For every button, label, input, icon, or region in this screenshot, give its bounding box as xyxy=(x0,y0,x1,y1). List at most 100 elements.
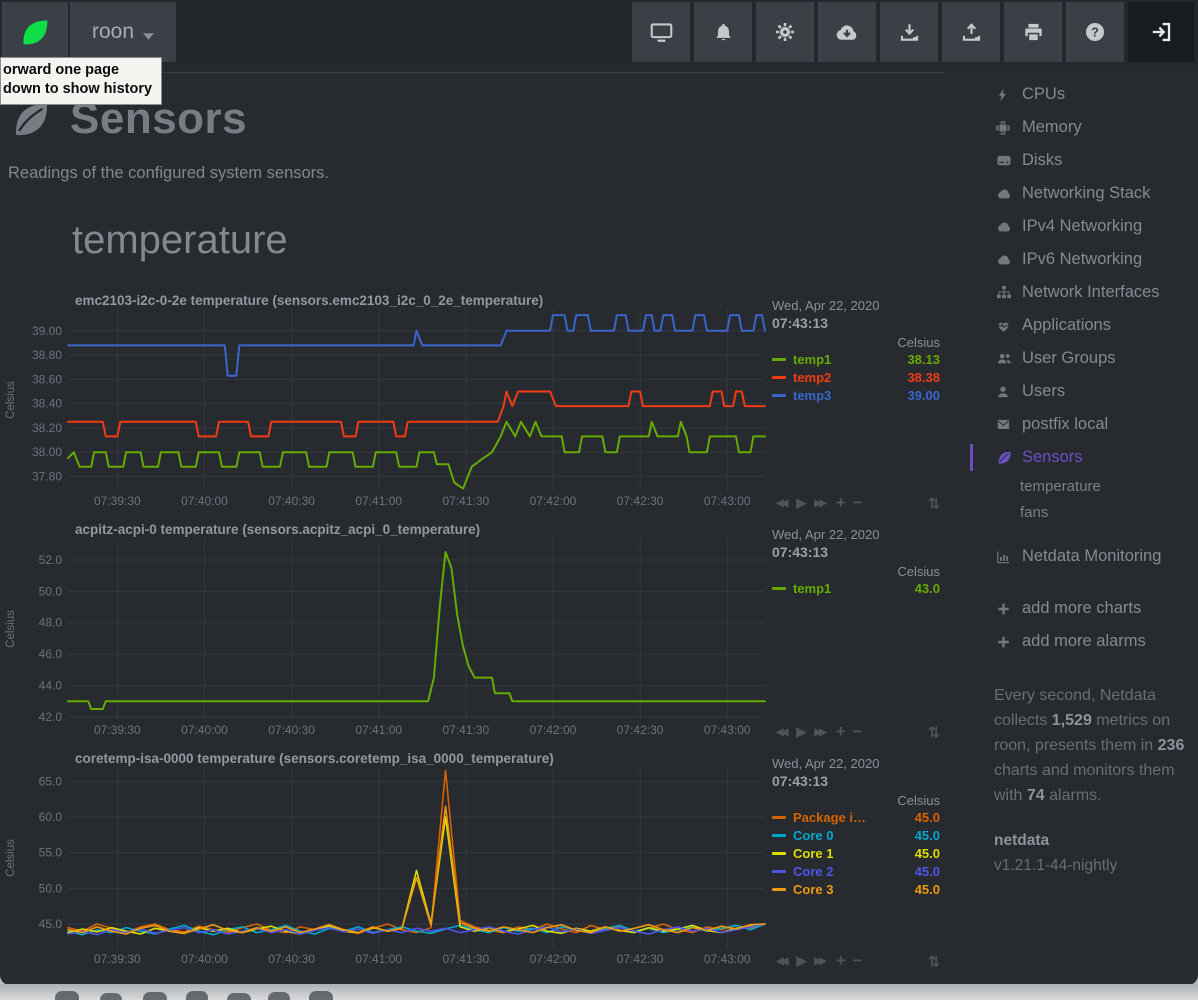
chart-back-button[interactable]: ◀◀ xyxy=(776,498,788,509)
legend-time: 07:43:13 xyxy=(772,315,940,331)
sidebar-item-ipv6-networking[interactable]: IPv6 Networking xyxy=(962,243,1198,276)
svg-text:38.00: 38.00 xyxy=(32,445,62,459)
sidebar-link-add-more-charts[interactable]: add more charts xyxy=(962,592,1198,625)
chart-zoom-out-button[interactable]: − xyxy=(853,493,863,513)
series-color-dash xyxy=(772,394,786,397)
svg-text:38.20: 38.20 xyxy=(32,421,62,435)
chart-zoom-in-button[interactable]: + xyxy=(836,951,846,971)
legend-row-core-2[interactable]: Core 245.0 xyxy=(772,862,940,880)
sitemap-icon xyxy=(996,276,1016,309)
legend-row-temp3[interactable]: temp339.00 xyxy=(772,386,940,404)
svg-text:07:41:00: 07:41:00 xyxy=(355,494,402,508)
legend-row-temp2[interactable]: temp238.38 xyxy=(772,368,940,386)
netdata-logo[interactable] xyxy=(2,2,68,62)
sidebar-item-applications[interactable]: Applications xyxy=(962,309,1198,342)
sidebar-item-networking-stack[interactable]: Networking Stack xyxy=(962,177,1198,210)
chart-zoom-out-button[interactable]: − xyxy=(853,951,863,971)
series-name: Core 3 xyxy=(793,882,915,897)
sidebar-subitem-temperature[interactable]: temperature xyxy=(962,474,1198,500)
sidebar-item-sensors[interactable]: Sensors xyxy=(962,441,1198,474)
series-value: 39.00 xyxy=(907,388,940,403)
series-color-dash xyxy=(772,834,786,837)
chart-resize-handle[interactable]: ⇅ xyxy=(928,724,940,741)
temperature-chart-acpitz[interactable]: 07:39:3007:40:0007:40:3007:41:0007:41:30… xyxy=(0,536,770,744)
sidebar-item-network-interfaces[interactable]: Network Interfaces xyxy=(962,276,1198,309)
settings-gear-icon[interactable] xyxy=(756,2,814,62)
sidebar-item-user-groups[interactable]: User Groups xyxy=(962,342,1198,375)
user-icon xyxy=(996,375,1016,408)
cloud-download-icon[interactable] xyxy=(818,2,876,62)
chart-resize-handle[interactable]: ⇅ xyxy=(928,953,940,970)
legend-row-core-0[interactable]: Core 045.0 xyxy=(772,826,940,844)
svg-text:07:42:00: 07:42:00 xyxy=(530,723,577,737)
legend-row-temp1[interactable]: temp143.0 xyxy=(772,579,940,597)
sidebar-item-ipv4-networking[interactable]: IPv4 Networking xyxy=(962,210,1198,243)
netdata-brand: netdata xyxy=(994,832,1198,850)
chart-zoom-in-button[interactable]: + xyxy=(836,493,846,513)
svg-text:39.00: 39.00 xyxy=(32,324,62,338)
temperature-chart-coretemp[interactable]: 07:39:3007:40:0007:40:3007:41:0007:41:30… xyxy=(0,765,770,973)
chart-legend: Wed, Apr 22, 2020 07:43:13 Celsius Packa… xyxy=(772,756,940,898)
alarms-bell-icon[interactable] xyxy=(694,2,752,62)
sidebar-subitem-fans[interactable]: fans xyxy=(962,500,1198,526)
svg-text:07:40:00: 07:40:00 xyxy=(181,952,228,966)
sign-in-icon[interactable] xyxy=(1128,2,1194,62)
plus-icon xyxy=(996,625,1016,658)
sidebar-item-label: Netdata Monitoring xyxy=(1022,547,1161,565)
sidebar-item-netdata-monitoring[interactable]: Netdata Monitoring xyxy=(962,540,1198,573)
chart-title: acpitz-acpi-0 temperature (sensors.acpit… xyxy=(75,522,480,537)
metrics-summary: Every second, Netdata collects 1,529 met… xyxy=(994,683,1196,808)
hostname-dropdown[interactable]: roon xyxy=(70,2,176,62)
sidebar-item-postfix-local[interactable]: postfix local xyxy=(962,408,1198,441)
chart-title: emc2103-i2c-0-2e temperature (sensors.em… xyxy=(75,293,543,308)
chart-back-button[interactable]: ◀◀ xyxy=(776,727,788,738)
chart-forward-button[interactable]: ▶▶ xyxy=(814,498,826,509)
tooltip-line-2: down to show history xyxy=(3,80,152,99)
series-value: 45.0 xyxy=(915,846,940,861)
svg-text:44.0: 44.0 xyxy=(39,678,63,692)
chart-play-button[interactable]: ▶ xyxy=(796,495,806,511)
cloud-icon xyxy=(996,177,1016,210)
chart-forward-button[interactable]: ▶▶ xyxy=(814,727,826,738)
legend-date: Wed, Apr 22, 2020 xyxy=(772,298,940,313)
svg-text:45.0: 45.0 xyxy=(39,917,63,931)
groups-icon xyxy=(996,342,1016,375)
legend-row-core-3[interactable]: Core 345.0 xyxy=(772,880,940,898)
sidebar-item-memory[interactable]: Memory xyxy=(962,111,1198,144)
sidebar-item-disks[interactable]: Disks xyxy=(962,144,1198,177)
chart-back-button[interactable]: ◀◀ xyxy=(776,956,788,967)
series-name: Core 1 xyxy=(793,846,915,861)
chart-play-button[interactable]: ▶ xyxy=(796,724,806,740)
bolt-icon xyxy=(996,78,1016,111)
legend-unit: Celsius xyxy=(772,793,940,808)
chart-resize-handle[interactable]: ⇅ xyxy=(928,495,940,512)
legend-row-temp1[interactable]: temp138.13 xyxy=(772,350,940,368)
sidebar-item-cpus[interactable]: CPUs xyxy=(962,78,1198,111)
export-snapshot-icon[interactable] xyxy=(942,2,1000,62)
temperature-chart-emc2103[interactable]: 07:39:3007:40:0007:40:3007:41:0007:41:30… xyxy=(0,307,770,515)
chart-forward-button[interactable]: ▶▶ xyxy=(814,956,826,967)
legend-unit: Celsius xyxy=(772,564,940,579)
chart-zoom-in-button[interactable]: + xyxy=(836,722,846,742)
svg-text:60.0: 60.0 xyxy=(39,810,63,824)
series-value: 43.0 xyxy=(915,581,940,596)
chart-play-button[interactable]: ▶ xyxy=(796,953,806,969)
chart-zoom-out-button[interactable]: − xyxy=(853,722,863,742)
sidebar-item-users[interactable]: Users xyxy=(962,375,1198,408)
sidebar-link-add-more-alarms[interactable]: add more alarms xyxy=(962,625,1198,658)
help-icon[interactable]: ? xyxy=(1066,2,1124,62)
sidebar-item-label: Users xyxy=(1022,382,1065,400)
legend-row-core-1[interactable]: Core 145.0 xyxy=(772,844,940,862)
print-icon[interactable] xyxy=(1004,2,1062,62)
series-value: 45.0 xyxy=(915,810,940,825)
svg-text:Celsius: Celsius xyxy=(5,610,17,648)
sidebar-menu: CPUsMemoryDisksNetworking StackIPv4 Netw… xyxy=(962,78,1198,573)
sidebar-item-label: Sensors xyxy=(1022,448,1083,466)
legend-row-package-i-[interactable]: Package i…45.0 xyxy=(772,808,940,826)
import-snapshot-icon[interactable] xyxy=(880,2,938,62)
tooltip-line-1: orward one page xyxy=(3,61,152,80)
monitor-icon[interactable] xyxy=(632,2,690,62)
series-color-dash xyxy=(772,816,786,819)
dock-icon-top xyxy=(143,992,167,1000)
netdata-leaf-icon xyxy=(17,15,53,49)
